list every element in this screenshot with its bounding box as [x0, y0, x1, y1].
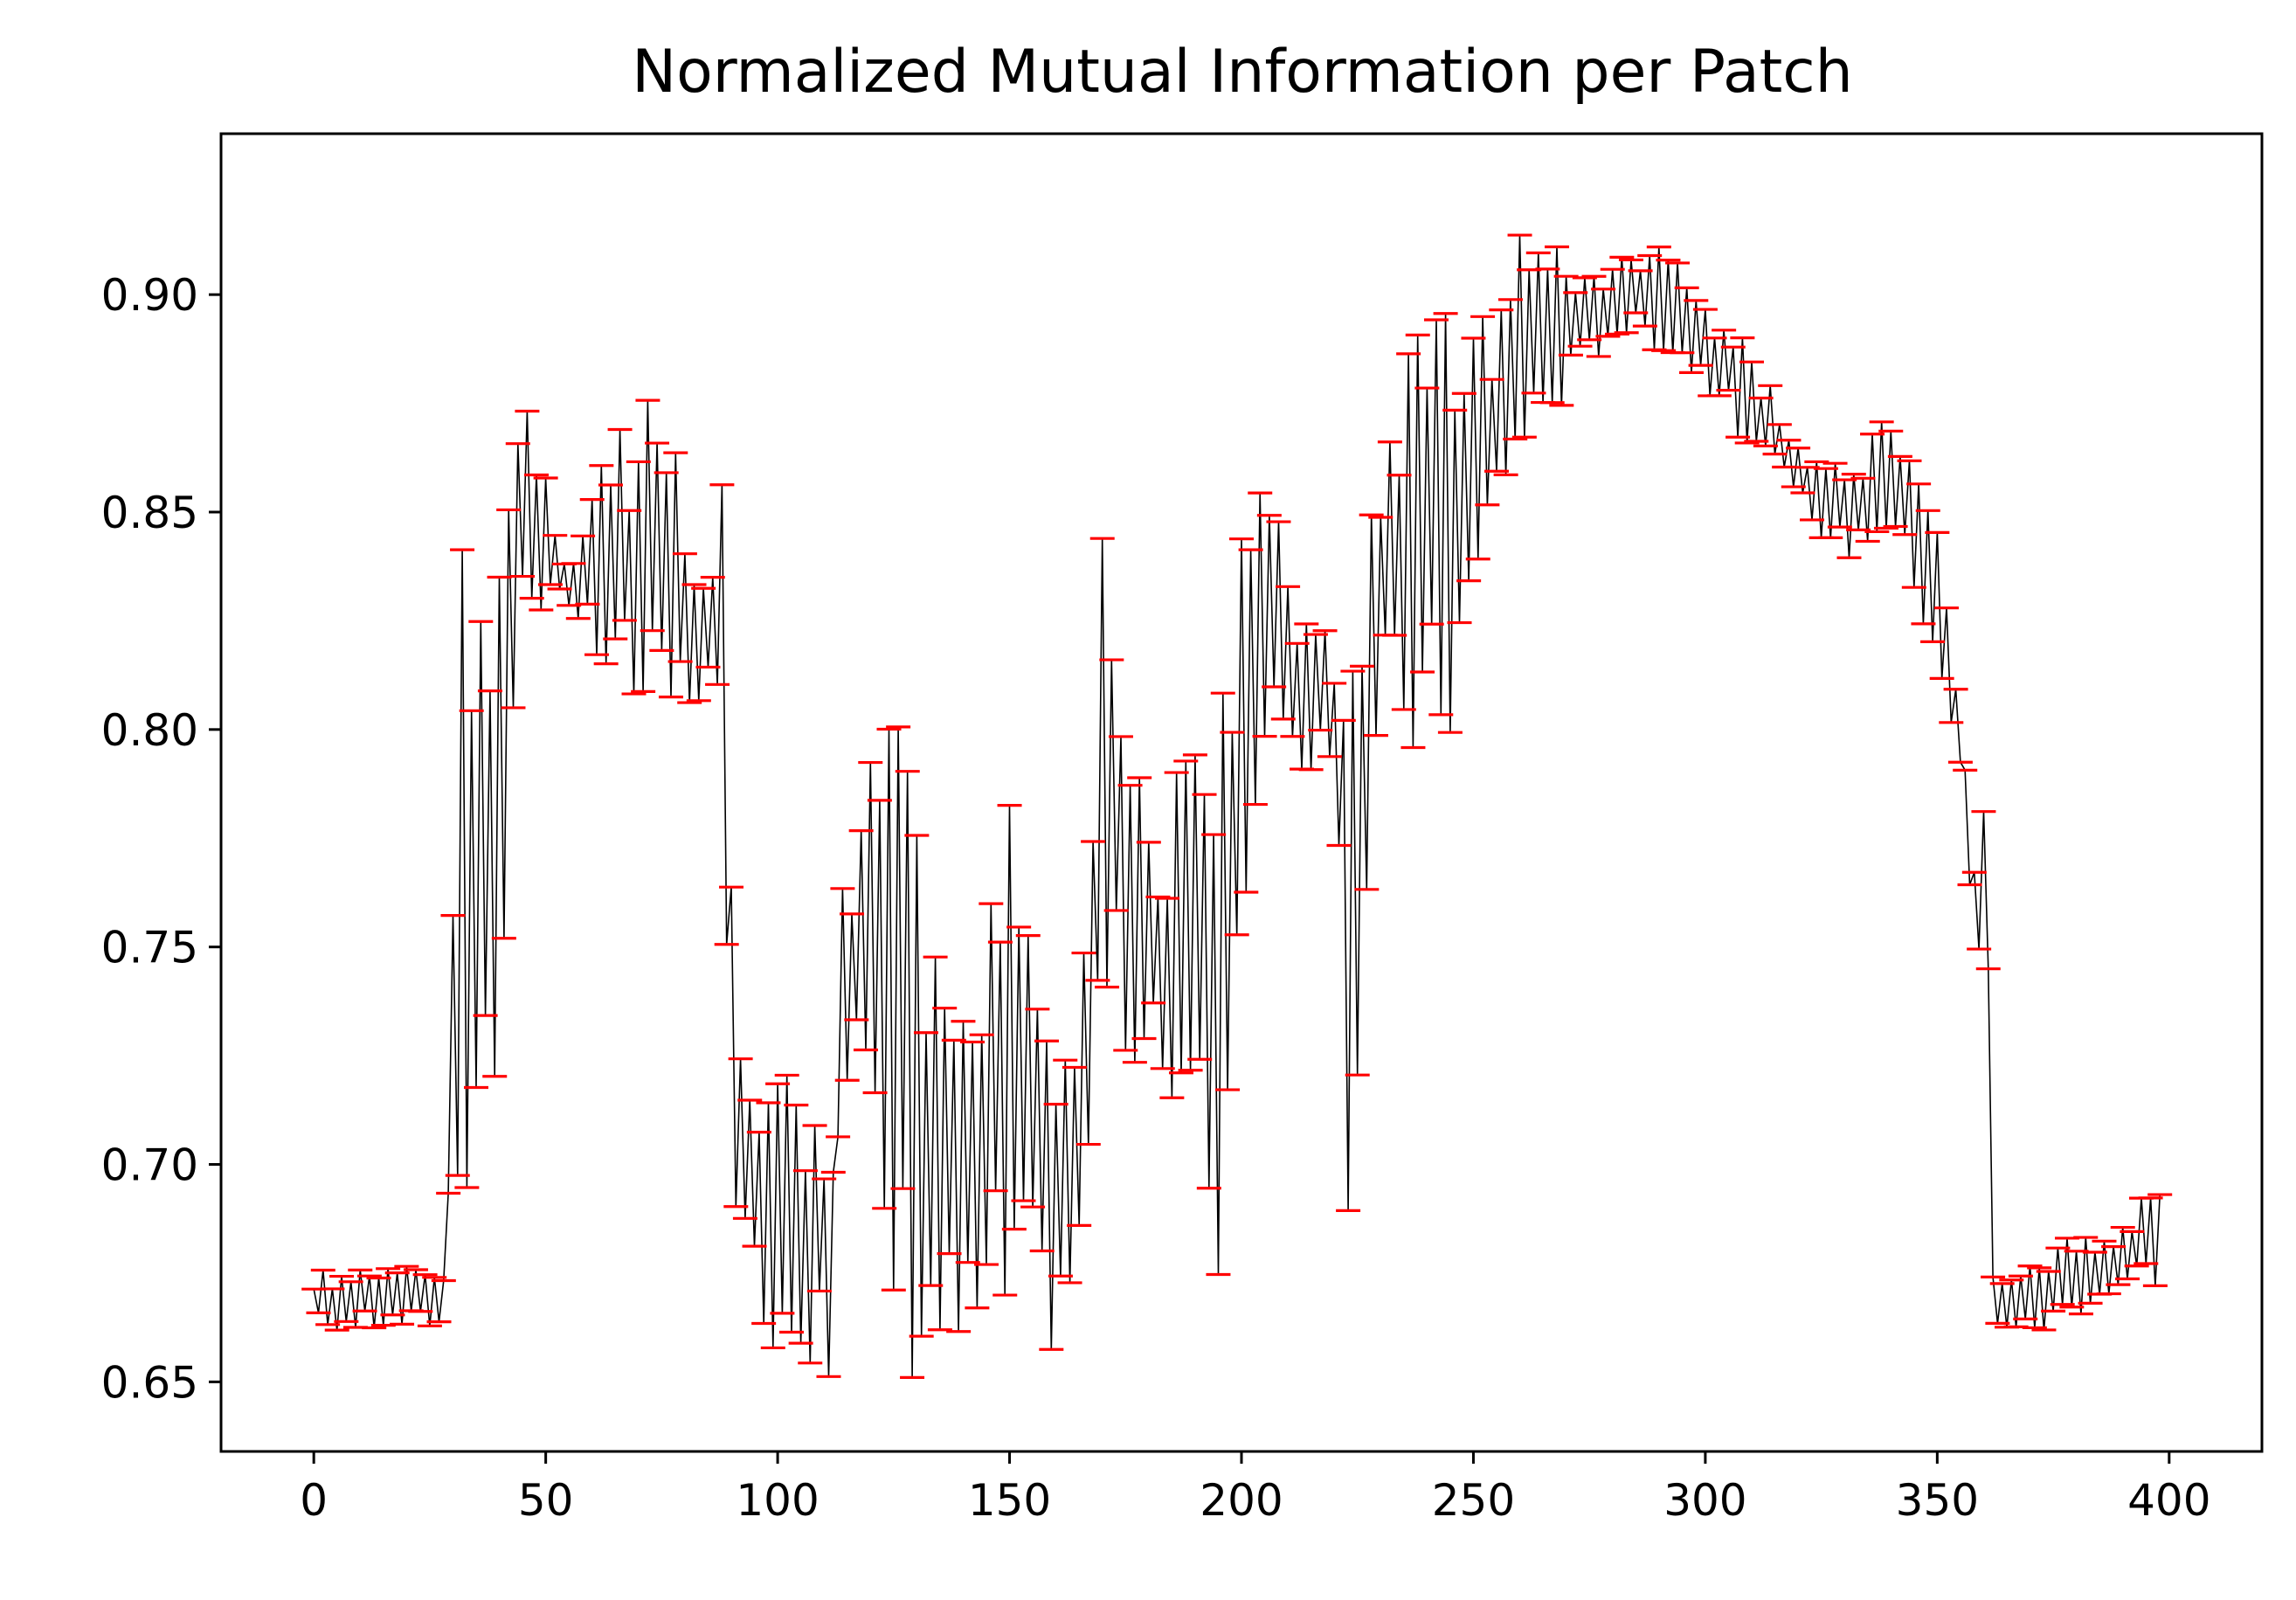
x-tick-label: 400	[2127, 1475, 2210, 1526]
x-tick-label: 250	[1432, 1475, 1515, 1526]
y-tick-label: 0.70	[101, 1140, 198, 1191]
x-tick-label: 0	[300, 1475, 328, 1526]
x-tick-label: 100	[736, 1475, 819, 1526]
x-tick-label: 200	[1200, 1475, 1283, 1526]
y-tick-label: 0.85	[101, 488, 198, 538]
x-tick-label: 50	[518, 1475, 574, 1526]
axis-ticks: 0 50 100 150 200 250 300 350 400 0.65 0.70 0.75 0.80…	[101, 270, 2211, 1526]
y-tick-label: 0.90	[101, 270, 198, 321]
plot-area-frame	[219, 132, 2264, 1453]
x-tick-label: 150	[968, 1475, 1051, 1526]
x-tick-label: 300	[1663, 1475, 1746, 1526]
data-marker-layer	[301, 233, 2173, 1379]
y-tick-label: 0.80	[101, 705, 198, 756]
y-tick-label: 0.75	[101, 923, 198, 973]
x-tick-label: 350	[1896, 1475, 1979, 1526]
chart-title: Normalized Mutual Information per Patch	[632, 38, 1853, 107]
y-tick-label: 0.65	[101, 1357, 198, 1408]
